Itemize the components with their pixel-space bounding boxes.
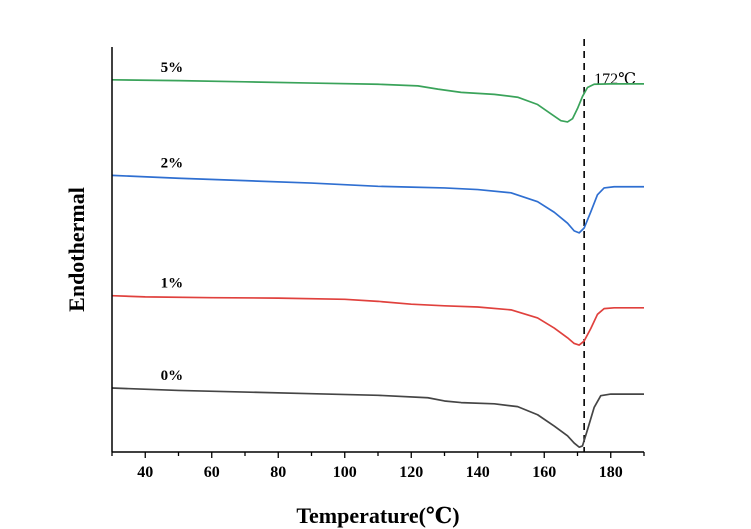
x-tick-label: 80 <box>270 464 286 481</box>
plot-area: 172℃ <box>583 39 636 452</box>
series-label: 2% <box>161 155 184 171</box>
x-tick-label: 140 <box>466 464 490 481</box>
series-label: 0% <box>161 368 184 384</box>
x-tick-label: 120 <box>399 464 423 481</box>
y-axis-title: Endothermal <box>64 187 89 312</box>
series-line-1 <box>111 174 644 234</box>
x-tick-label: 160 <box>532 464 556 481</box>
series-label: 5% <box>161 60 184 76</box>
x-tick-label: 40 <box>137 464 153 481</box>
series-label: 1% <box>161 276 184 292</box>
series-line-3 <box>111 387 644 448</box>
x-axis-title: Temperature(℃) <box>296 503 459 528</box>
series-line-0 <box>111 78 644 123</box>
series-layer: 5% 2% 1% 0% <box>111 60 644 448</box>
x-tick-label: 60 <box>204 464 220 481</box>
x-tick-label: 100 <box>333 464 357 481</box>
reference-line-label: 172℃ <box>594 71 636 88</box>
series-line-2 <box>111 294 644 346</box>
x-tick-label: 180 <box>599 464 623 481</box>
axes-layer: 40 60 80 100 120 140 160 180 <box>111 47 645 481</box>
